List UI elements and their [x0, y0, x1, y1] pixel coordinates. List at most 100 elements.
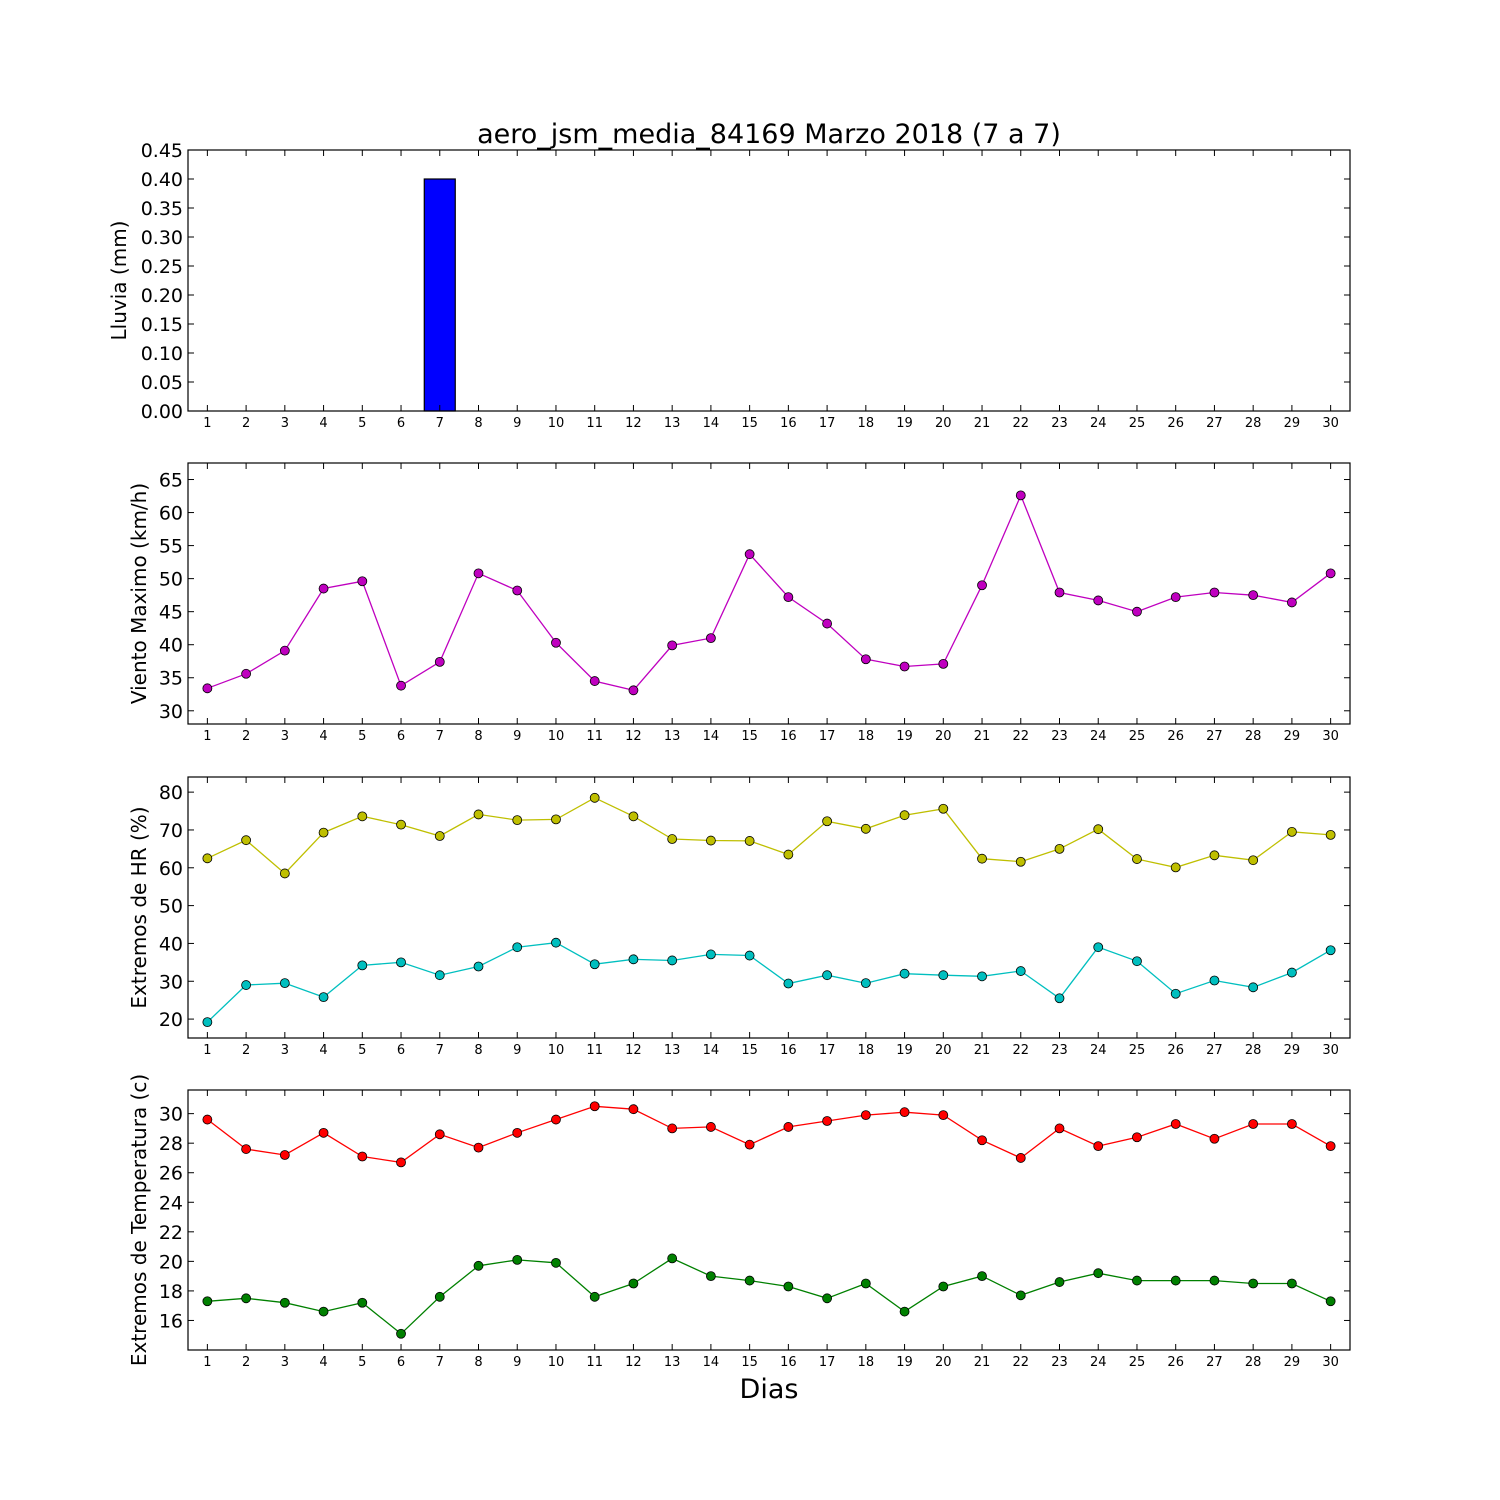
series-1-point-day-10: [551, 814, 561, 825]
y-tick-label: 50: [159, 569, 183, 591]
series-1-point-day-30: [1325, 829, 1336, 840]
x-tick-label: 27: [1206, 729, 1223, 744]
series-1-point-day-11: [589, 1101, 600, 1112]
x-tick-label: 6: [397, 729, 405, 744]
y-tick-label: 40: [159, 933, 183, 955]
x-tick-label: 2: [242, 416, 250, 431]
series-2-point-day-8: [473, 961, 484, 972]
x-tick-label: 11: [586, 416, 603, 431]
x-tick-label: 26: [1167, 1355, 1184, 1370]
y-axis-label: Viento Maximo (km/h): [127, 483, 151, 704]
series-2-point-day-30: [1325, 945, 1336, 956]
series-2-point-day-1: [202, 1017, 213, 1028]
x-tick-label: 1: [203, 416, 211, 431]
x-tick-label: 30: [1322, 416, 1339, 431]
series-1-point-day-30: [1325, 568, 1336, 579]
y-tick-label: 18: [159, 1281, 183, 1303]
series-1-point-day-5: [357, 576, 368, 587]
series-2-point-day-19: [899, 968, 910, 979]
series-1-point-day-16: [783, 592, 794, 603]
y-tick-label: 24: [159, 1192, 183, 1214]
x-tick-label: 17: [819, 1355, 836, 1370]
series-1-point-day-5: [357, 1151, 368, 1162]
series-2-point-day-10: [551, 937, 561, 948]
y-tick-label: 0.15: [141, 314, 183, 336]
y-tick-label: 0.25: [141, 256, 183, 278]
axes-frame: [187, 462, 1351, 725]
series-1-point-day-26: [1170, 862, 1181, 873]
series-2-point-day-15: [744, 950, 755, 961]
figure-title: aero_jsm_media_84169 Marzo 2018 (7 a 7): [477, 119, 1061, 150]
x-tick-label: 6: [397, 416, 405, 431]
x-tick-label: 30: [1322, 1043, 1339, 1058]
x-tick-label: 24: [1090, 416, 1107, 431]
x-tick-label: 16: [780, 416, 797, 431]
series-2-point-day-25: [1132, 956, 1142, 967]
series-2-line: [207, 1257, 1331, 1335]
x-tick-label: 3: [281, 1355, 289, 1370]
series-2-point-day-12: [628, 954, 639, 965]
x-tick-label: 30: [1322, 1355, 1339, 1370]
y-tick-label: 45: [159, 602, 183, 624]
series-1-point-day-11: [589, 792, 600, 803]
x-tick-label: 18: [858, 1355, 875, 1370]
x-tick-label: 25: [1129, 416, 1146, 431]
y-tick-label: 0.05: [141, 372, 183, 394]
series-2-point-day-21: [977, 971, 987, 982]
series-1-point-day-14: [706, 1122, 716, 1132]
series-1-point-day-8: [473, 809, 484, 820]
series-2-point-day-21: [977, 1271, 987, 1282]
x-tick-label: 16: [780, 1043, 797, 1058]
series-1-point-day-14: [706, 633, 716, 644]
series-2-point-day-2: [241, 1293, 252, 1304]
x-tick-label: 3: [281, 729, 289, 744]
series-2-point-day-12: [628, 1278, 639, 1289]
x-tick-label: 2: [242, 1355, 250, 1370]
x-tick-label: 8: [474, 1043, 482, 1058]
x-tick-label: 28: [1245, 1043, 1262, 1058]
series-1-point-day-9: [512, 585, 523, 596]
x-tick-label: 1: [203, 1043, 211, 1058]
series-2-point-day-24: [1093, 942, 1104, 953]
series-2-point-day-23: [1054, 993, 1065, 1004]
series-1-point-day-23: [1054, 1123, 1065, 1134]
series-1-point-day-9: [512, 1127, 523, 1138]
x-tick-label: 21: [974, 729, 991, 744]
series-1-point-day-3: [279, 645, 290, 656]
series-2-point-day-11: [589, 959, 600, 970]
x-tick-label: 26: [1167, 729, 1184, 744]
x-tick-label: 10: [548, 1355, 565, 1370]
series-2-point-day-23: [1054, 1277, 1065, 1287]
x-tick-label: 10: [548, 416, 565, 431]
series-2-point-day-25: [1132, 1275, 1142, 1286]
x-tick-label: 30: [1322, 729, 1339, 744]
y-tick-label: 50: [159, 896, 183, 918]
series-2-point-day-19: [899, 1306, 910, 1317]
x-tick-label: 7: [436, 416, 444, 431]
x-tick-label: 5: [358, 729, 366, 744]
series-1-point-day-14: [706, 835, 716, 846]
x-tick-label: 18: [858, 729, 875, 744]
y-tick-label: 60: [159, 858, 183, 880]
series-1-point-day-20: [938, 1110, 949, 1121]
series-1-point-day-25: [1132, 606, 1142, 617]
x-tick-label: 25: [1129, 729, 1146, 744]
series-2-point-day-16: [783, 978, 794, 989]
x-tick-label: 7: [436, 1043, 444, 1058]
x-tick-label: 29: [1284, 1043, 1301, 1058]
series-1-point-day-1: [202, 683, 213, 694]
subplots: 0.00 0.05 0.10 0.15 0.20 0.25 0.30 0.35 0.40 0.45…: [107, 140, 1351, 1370]
x-tick-label: 12: [625, 729, 642, 744]
series-1-point-day-27: [1209, 1133, 1220, 1144]
x-tick-label: 14: [703, 1043, 720, 1058]
x-tick-label: 28: [1245, 1355, 1262, 1370]
x-tick-label: 23: [1051, 729, 1068, 744]
x-tick-label: 6: [397, 1355, 405, 1370]
series-1-point-day-25: [1132, 854, 1142, 864]
series-1-point-day-8: [473, 1142, 484, 1153]
series-1-point-day-29: [1287, 597, 1297, 608]
x-tick-label: 9: [513, 1043, 521, 1058]
series-1-point-day-6: [396, 819, 406, 830]
series-1-point-day-3: [279, 1150, 290, 1160]
